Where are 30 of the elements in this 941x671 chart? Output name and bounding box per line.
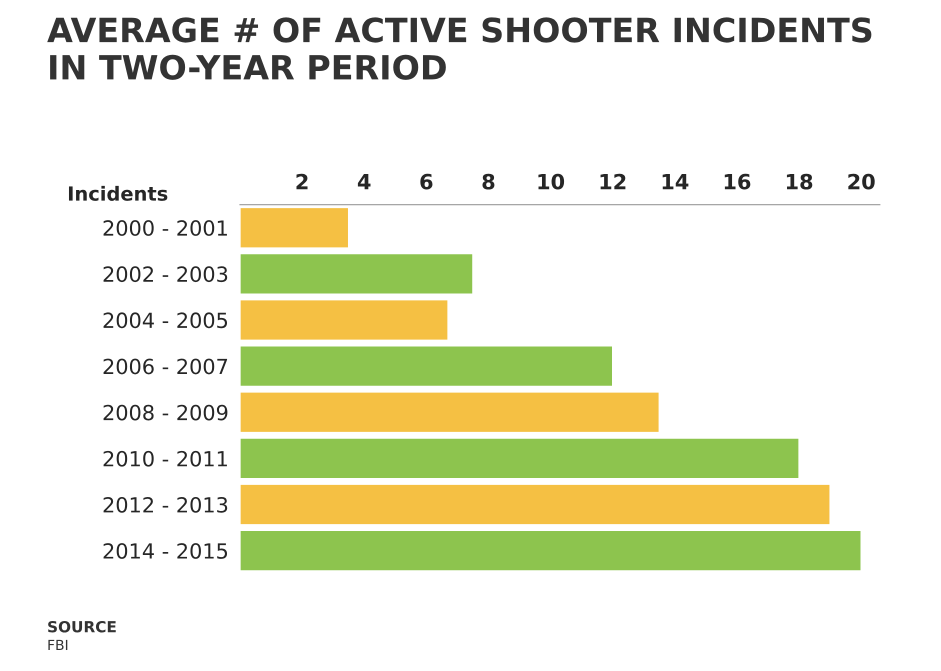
- bar: [240, 298, 449, 341]
- bar: [240, 437, 800, 480]
- y-tick-label: 2008 - 2009: [104, 404, 228, 420]
- x-tick-label: 4: [358, 174, 370, 190]
- bar: [240, 484, 831, 526]
- y-tick-label: 2006 - 2007: [104, 358, 228, 374]
- x-tick-label: 18: [786, 174, 812, 190]
- x-tick-label: 20: [848, 174, 875, 190]
- bar: [240, 391, 660, 434]
- bar: [240, 530, 862, 572]
- bar: [240, 252, 474, 295]
- y-tick-label: 2012 - 2013: [104, 496, 228, 513]
- chart-title: AVERAGE # OF ACTIVE SHOOTER INCIDENTS IN TWO-YEAR PERIOD: [47, 17, 872, 80]
- y-axis-title: Incidents: [68, 186, 168, 201]
- x-tick-label: 10: [538, 174, 564, 190]
- x-tick-label: 12: [600, 174, 626, 190]
- x-tick-label: 2: [296, 174, 308, 190]
- x-tick-label: 8: [482, 174, 494, 190]
- x-tick-label: 16: [724, 174, 750, 190]
- bar: [240, 345, 614, 388]
- text: SOURCE: [48, 620, 116, 632]
- y-tick-label: 2002 - 2003: [104, 266, 228, 282]
- y-tick-label: 2004 - 2005: [104, 312, 228, 328]
- bar: [240, 206, 350, 249]
- x-tick-label: 6: [420, 174, 432, 190]
- y-tick-label: 2010 - 2011: [104, 450, 227, 467]
- x-tick-label: 14: [662, 174, 688, 190]
- y-tick-label: 2000 - 2001: [104, 220, 227, 236]
- text: FBI: [48, 640, 68, 650]
- y-tick-label: 2014 - 2015: [104, 543, 228, 559]
